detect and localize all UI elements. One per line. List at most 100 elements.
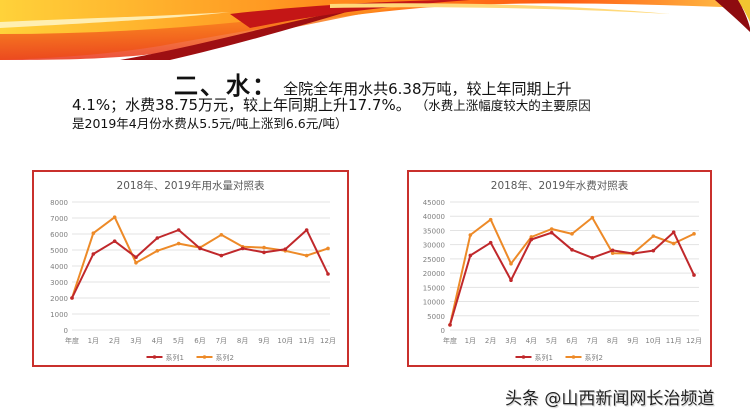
- x-tick-label: 3月: [505, 337, 516, 345]
- y-tick-label: 25000: [423, 256, 445, 264]
- data-point-marker: [488, 217, 493, 222]
- series-line-1: [449, 231, 695, 326]
- x-tick-label: 12月: [686, 337, 702, 345]
- chart-plot: 0 5000 10000 15000 20000 25000 30000 35000 40000…: [423, 199, 702, 362]
- x-tick-label: 10月: [277, 337, 293, 345]
- y-tick-label: 15000: [423, 284, 445, 292]
- data-point-marker: [570, 232, 574, 236]
- x-tick-label: 3月: [130, 337, 141, 345]
- data-point-marker: [198, 246, 202, 251]
- data-point-marker: [468, 253, 473, 258]
- x-tick-label: 2月: [109, 337, 120, 345]
- legend-marker: [521, 355, 526, 359]
- x-tick-label: 7月: [587, 337, 598, 345]
- series-line-1: [71, 229, 329, 299]
- data-point-marker: [176, 228, 181, 232]
- data-point-marker: [692, 232, 696, 236]
- data-point-marker: [671, 241, 676, 246]
- data-point-marker: [155, 249, 160, 253]
- y-tick-label: 8000: [50, 199, 68, 207]
- x-tick-label: 6月: [194, 337, 205, 345]
- x-tick-label: 4月: [152, 337, 163, 345]
- y-tick-label: 3000: [50, 279, 68, 287]
- data-point-marker: [671, 230, 676, 234]
- data-point-marker: [692, 273, 696, 277]
- x-tick-label: 4月: [526, 337, 537, 345]
- data-point-marker: [529, 237, 534, 242]
- data-point-marker: [240, 246, 245, 251]
- data-point-marker: [570, 247, 574, 252]
- decorative-swoosh-banner: [0, 0, 750, 60]
- heading-line-2: 4.1%；水费38.75万元，较上年同期上升17.7%。 （水费上涨幅度较大的主…: [72, 94, 591, 115]
- data-point-marker: [509, 278, 513, 283]
- x-tick-label: 11月: [299, 337, 315, 345]
- legend-label: 系列1: [535, 353, 553, 362]
- y-tick-label: 20000: [423, 270, 445, 278]
- water-fee-chart: 2018年、2019年水费对照表 0 5000 10000 15000 20000 250…: [407, 170, 712, 367]
- data-point-marker: [176, 241, 181, 246]
- x-tick-label: 7月: [216, 337, 227, 345]
- y-tick-label: 5000: [427, 313, 445, 321]
- data-point-marker: [631, 251, 635, 256]
- x-tick-label: 12月: [320, 337, 336, 345]
- y-tick-label: 45000: [423, 199, 445, 207]
- data-point-marker: [283, 247, 288, 251]
- data-point-marker: [509, 261, 513, 266]
- x-tick-label: 1月: [88, 337, 99, 345]
- data-point-marker: [651, 248, 656, 253]
- data-point-marker: [304, 228, 309, 232]
- fee-increase-note-continued: 是2019年4月份水费从5.5元/吨上涨到6.6元/吨）: [72, 116, 348, 131]
- section-label: 二、水：: [174, 72, 278, 100]
- data-point-marker: [590, 255, 595, 260]
- y-tick-label: 30000: [423, 242, 445, 250]
- data-point-marker: [529, 235, 534, 239]
- data-point-marker: [91, 252, 96, 256]
- data-point-marker: [448, 323, 452, 327]
- x-tick-label: 9月: [258, 337, 269, 345]
- chart-title: 2018年、2019年用水量对照表: [116, 180, 265, 192]
- x-tick-label: 2月: [485, 337, 496, 345]
- legend-marker: [202, 355, 207, 359]
- data-point-marker: [262, 250, 266, 255]
- data-point-marker: [112, 215, 117, 219]
- data-point-marker: [262, 245, 266, 250]
- y-tick-label: 10000: [423, 299, 445, 307]
- chart-title: 2018年、2019年水费对照表: [490, 180, 629, 192]
- y-tick-label: 40000: [423, 213, 445, 221]
- data-point-marker: [610, 248, 615, 253]
- chart-plot: 0 1000 2000 3000 4000 5000 6000 7000 8000 年度 1月 2月 3…: [50, 199, 336, 362]
- y-tick-label: 0: [64, 327, 68, 335]
- data-point-marker: [610, 251, 615, 255]
- y-tick-label: 1000: [50, 311, 68, 319]
- data-point-marker: [134, 255, 138, 259]
- data-point-marker: [112, 239, 117, 243]
- x-tick-label: 8月: [237, 337, 248, 345]
- x-tick-label: 1月: [465, 337, 476, 345]
- data-point-marker: [590, 215, 595, 220]
- data-point-marker: [651, 234, 656, 238]
- legend-marker: [152, 355, 157, 359]
- source-watermark: 头条 @山西新闻网长治频道: [505, 389, 715, 409]
- data-point-marker: [326, 272, 330, 276]
- data-point-marker: [155, 236, 160, 240]
- legend-marker: [571, 355, 576, 359]
- y-tick-label: 35000: [423, 227, 445, 235]
- data-point-marker: [549, 230, 554, 235]
- x-tick-label: 8月: [607, 337, 618, 345]
- data-point-marker: [134, 261, 138, 265]
- data-point-marker: [304, 253, 309, 258]
- x-tick-label: 5月: [546, 337, 557, 345]
- heading-line-1: 二、水： 全院全年用水共6.38万吨，较上年同期上升: [174, 66, 572, 101]
- water-fee-summary: 4.1%；水费38.75万元，较上年同期上升17.7%。: [72, 96, 411, 114]
- data-point-marker: [219, 233, 224, 237]
- y-tick-label: 0: [441, 327, 445, 335]
- legend-label: 系列2: [585, 353, 603, 362]
- data-point-marker: [70, 296, 74, 300]
- legend-label: 系列1: [166, 353, 184, 362]
- x-tick-label: 9月: [627, 337, 638, 345]
- data-point-marker: [549, 227, 554, 231]
- y-tick-label: 4000: [50, 263, 68, 271]
- x-tick-label: 10月: [645, 337, 661, 345]
- y-tick-label: 7000: [50, 215, 68, 223]
- x-tick-label: 年度: [65, 336, 79, 345]
